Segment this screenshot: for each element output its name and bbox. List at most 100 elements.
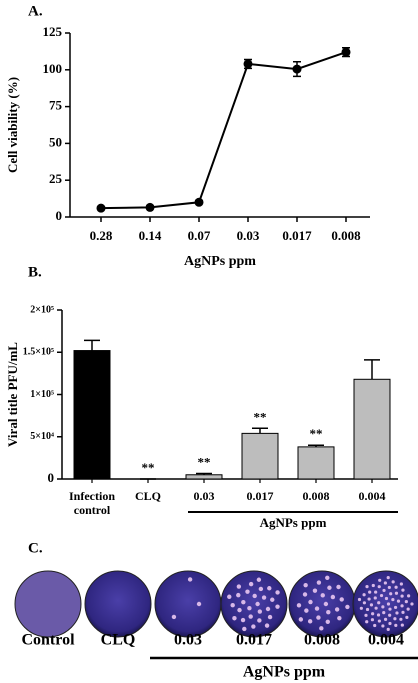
plaque — [364, 613, 368, 617]
plaque — [374, 606, 378, 610]
plaque — [393, 617, 397, 621]
plaque — [303, 582, 308, 588]
plaque — [387, 585, 391, 590]
plaque — [388, 621, 392, 626]
plaque — [394, 585, 398, 589]
plaque — [187, 577, 193, 582]
y-tick-label: 5×10⁴ — [30, 431, 54, 442]
plaque — [394, 623, 398, 627]
plaque — [400, 594, 404, 598]
plaque — [339, 597, 344, 602]
plaque — [381, 624, 385, 628]
plaque — [275, 604, 280, 609]
plaque — [267, 614, 273, 620]
plaque — [388, 607, 392, 611]
point — [243, 59, 253, 69]
plaque — [396, 599, 401, 603]
plate-label: 0.017 — [236, 632, 272, 649]
plaque — [325, 619, 330, 624]
plaque — [404, 600, 408, 604]
plate — [14, 570, 82, 638]
x-tick-label: 0.14 — [139, 228, 162, 243]
plaque — [257, 618, 262, 623]
y-tick-label: 50 — [49, 134, 62, 149]
plaque — [236, 592, 241, 598]
plaque — [393, 605, 398, 610]
plaque — [391, 597, 395, 602]
plaque — [265, 606, 271, 612]
plaque — [399, 582, 403, 586]
plaque — [395, 611, 399, 615]
plaque — [314, 606, 320, 611]
plaque — [316, 615, 321, 620]
plaque — [337, 615, 342, 621]
plaque — [381, 605, 385, 609]
y-tick-label: 75 — [49, 98, 63, 113]
plaque — [406, 607, 410, 611]
y-tick-label: 1.5×10⁵ — [23, 347, 54, 358]
plaque — [383, 581, 387, 585]
error-bar — [364, 359, 380, 380]
x-tick-label: 0.017 — [282, 228, 312, 243]
plate-label: CLQ — [101, 632, 136, 649]
plaque — [401, 588, 405, 592]
plaque — [371, 583, 375, 588]
x-tick-label: 0.07 — [188, 228, 211, 243]
point — [96, 203, 106, 213]
plaque — [357, 597, 362, 602]
plaque — [371, 612, 375, 616]
plate — [154, 570, 222, 638]
panel-label: C. — [28, 540, 43, 556]
plaque — [330, 594, 336, 600]
plaque — [365, 607, 370, 612]
plaque — [377, 619, 381, 623]
plaque — [334, 607, 340, 612]
plaque — [232, 616, 237, 621]
panel-label: B. — [28, 264, 42, 280]
plaque — [302, 592, 308, 597]
y-axis-label: Cell viability (%) — [5, 77, 20, 173]
plaque — [359, 606, 363, 610]
plaque — [237, 607, 242, 613]
plate — [352, 570, 418, 638]
point — [292, 64, 302, 74]
plaque — [252, 593, 257, 599]
plaque — [258, 586, 264, 592]
group-label: AgNPs ppm — [243, 664, 326, 681]
plaque — [264, 623, 270, 628]
plaque — [241, 599, 246, 605]
plaque — [230, 603, 235, 608]
plaque — [242, 626, 247, 632]
plaque — [296, 603, 302, 608]
plaque — [378, 578, 382, 582]
plaque — [377, 601, 381, 605]
plaque — [325, 575, 330, 581]
plaque — [379, 593, 384, 598]
bar — [353, 378, 391, 480]
x-tick-label: Infection control — [69, 489, 115, 517]
plaque — [400, 623, 404, 627]
plaque — [319, 626, 324, 631]
plate — [84, 570, 152, 638]
plaque — [384, 596, 389, 601]
plaque — [365, 620, 369, 624]
plaque — [267, 586, 272, 591]
plaque — [382, 588, 386, 593]
significance-label: ** — [142, 460, 155, 475]
bar — [73, 350, 111, 480]
plaque — [323, 601, 329, 607]
y-tick-label: 125 — [43, 24, 63, 39]
plaque — [369, 603, 374, 607]
plaque — [261, 595, 267, 600]
significance-label: ** — [198, 454, 211, 469]
plaque — [336, 584, 341, 590]
significance-label: ** — [254, 409, 267, 424]
x-tick-label: 0.004 — [358, 489, 386, 503]
plaque — [365, 585, 369, 589]
plaque — [376, 613, 381, 617]
plaque — [388, 613, 392, 617]
plaque — [270, 597, 275, 602]
plaque — [370, 618, 375, 622]
plaque — [247, 606, 252, 611]
plaque — [373, 623, 377, 628]
